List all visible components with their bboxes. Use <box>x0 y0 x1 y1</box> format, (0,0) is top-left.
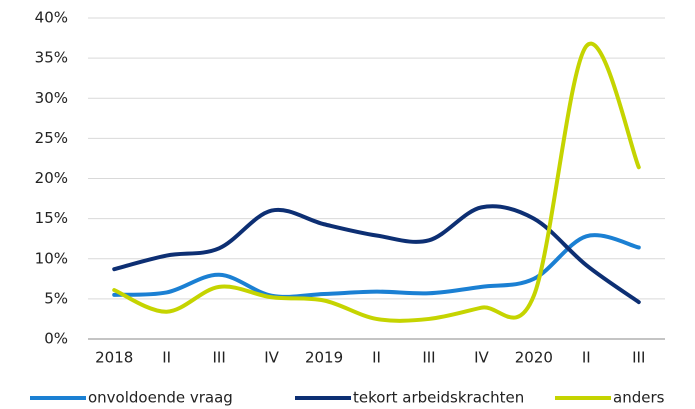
y-tick-label: 15% <box>35 209 68 227</box>
y-tick-label: 10% <box>35 249 68 267</box>
series-line <box>112 204 641 305</box>
x-tick-label: III <box>212 349 225 367</box>
x-tick-label: III <box>422 349 435 367</box>
y-tick-label: 25% <box>35 129 68 147</box>
y-tick-label: 5% <box>44 289 68 307</box>
y-tick-label: 30% <box>35 89 68 107</box>
y-tick-label: 35% <box>35 49 68 67</box>
series-line <box>112 41 641 323</box>
x-tick-label: 2018 <box>95 349 133 367</box>
legend-label: anders <box>613 389 665 407</box>
x-tick-label: III <box>632 349 645 367</box>
legend-label: tekort arbeidskrachten <box>353 389 524 407</box>
x-tick-label: II <box>582 349 591 367</box>
x-tick-label: IV <box>474 349 489 367</box>
x-tick-label: II <box>162 349 171 367</box>
legend-label: onvoldoende vraag <box>88 389 233 407</box>
x-tick-label: IV <box>264 349 279 367</box>
y-tick-label: 20% <box>35 169 68 187</box>
y-tick-label: 40% <box>35 9 68 27</box>
series-line <box>112 233 641 299</box>
x-tick-label: 2019 <box>305 349 343 367</box>
x-tick-label: II <box>372 349 381 367</box>
y-tick-label: 0% <box>44 330 68 348</box>
x-tick-label: 2020 <box>515 349 553 367</box>
